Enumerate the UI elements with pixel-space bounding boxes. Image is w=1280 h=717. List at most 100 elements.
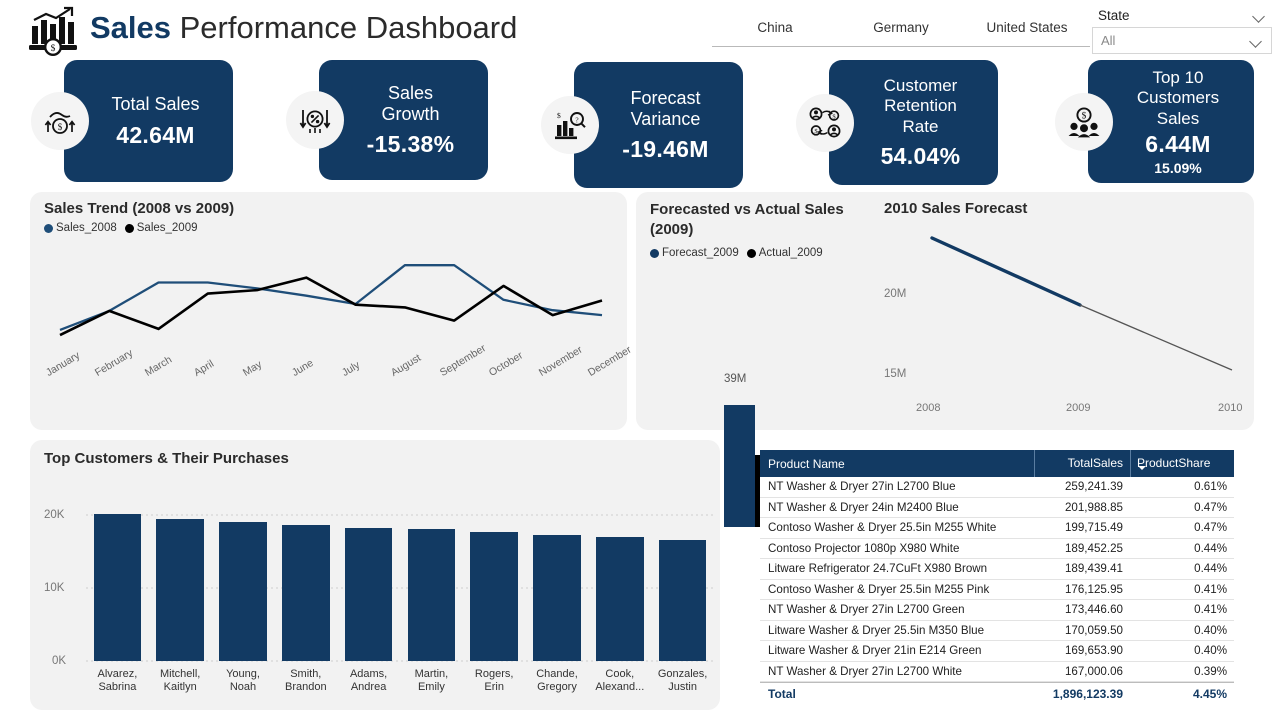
legend-dot-icon bbox=[746, 248, 756, 258]
country-tab-china[interactable]: China bbox=[712, 20, 838, 47]
bar-customer[interactable] bbox=[595, 536, 644, 661]
bar-customer[interactable] bbox=[93, 514, 142, 661]
bar-category-label: Young, Noah bbox=[226, 668, 260, 694]
customers-y-tick-10k: 10K bbox=[44, 582, 65, 594]
legend-item-actual-2009[interactable]: Actual_2009 bbox=[746, 247, 823, 259]
legend-item-sales-2009[interactable]: Sales_2009 bbox=[124, 222, 198, 234]
cell-product-share: 0.41% bbox=[1194, 582, 1227, 596]
bar-customer[interactable] bbox=[344, 527, 393, 661]
sales-trend-plot[interactable] bbox=[30, 244, 627, 359]
cell-total-sales: 199,715.49 bbox=[1064, 521, 1123, 535]
table-row[interactable]: Contoso Washer & Dryer 25.5in M255 Pink 1… bbox=[760, 579, 1234, 600]
column-header-total-sales[interactable]: TotalSales bbox=[1034, 450, 1130, 477]
sales-trend-title: Sales Trend (2008 vs 2009) bbox=[44, 200, 235, 217]
cell-product-share: 0.44% bbox=[1194, 541, 1227, 555]
country-tab-united-states[interactable]: United States bbox=[964, 20, 1090, 47]
legend-label: Forecast_2009 bbox=[662, 247, 739, 259]
kpi-card-total-sales[interactable]: $ Total Sales 42.64M bbox=[31, 60, 233, 182]
bar-category-label: Gonzales, Justin bbox=[657, 668, 708, 694]
forecast-y-tick-15m: 15M bbox=[884, 368, 907, 380]
sales-forecast-2010-plot[interactable] bbox=[636, 192, 1254, 430]
bar-customer[interactable] bbox=[658, 539, 707, 661]
bar-forecast-2009[interactable] bbox=[724, 405, 755, 527]
kpi-card-sales-growth[interactable]: Sales Growth -15.38% bbox=[286, 60, 488, 180]
country-tab-group[interactable]: China Germany United States bbox=[712, 20, 1090, 47]
chevron-down-icon[interactable] bbox=[1253, 12, 1266, 20]
forecast-x-tick-2009: 2009 bbox=[1066, 402, 1091, 414]
kpi-value: -19.46M bbox=[622, 136, 709, 163]
cell-product-name: NT Washer & Dryer 27in L2700 White bbox=[768, 664, 962, 678]
bar-customer[interactable] bbox=[407, 528, 456, 661]
kpi-card-forecast-variance[interactable]: ? $ Forecast Variance -19.46M bbox=[541, 62, 743, 188]
sales-trend-panel: Sales Trend (2008 vs 2009) Sales_2008 Sa… bbox=[30, 192, 634, 430]
cell-product-share: 0.40% bbox=[1194, 623, 1227, 637]
x-axis-label: July bbox=[339, 359, 362, 379]
state-filter-header[interactable]: State bbox=[1092, 6, 1272, 27]
kpi-label: Forecast Variance bbox=[630, 87, 701, 129]
table-row[interactable]: NT Washer & Dryer 24in M2400 Blue 201,988… bbox=[760, 497, 1234, 518]
forecast-y-tick-20m: 20M bbox=[884, 288, 907, 300]
legend-item-sales-2008[interactable]: Sales_2008 bbox=[44, 222, 117, 234]
table-row[interactable]: NT Washer & Dryer 27in L2700 Blue 259,241… bbox=[760, 477, 1234, 498]
bar-category-label: Martin, Emily bbox=[414, 668, 449, 694]
chevron-down-icon[interactable] bbox=[1250, 37, 1263, 45]
legend-item-forecast-2009[interactable]: Forecast_2009 bbox=[650, 247, 739, 259]
state-select-value: All bbox=[1101, 33, 1116, 48]
table-row[interactable]: NT Washer & Dryer 27in L2700 White 167,00… bbox=[760, 661, 1234, 682]
legend-label: Actual_2009 bbox=[758, 247, 823, 259]
cell-product-share: 0.41% bbox=[1194, 603, 1227, 617]
page-title-bold: Sales bbox=[90, 10, 172, 45]
page-title-rest: Performance Dashboard bbox=[171, 10, 518, 45]
cell-product-share: 0.47% bbox=[1194, 521, 1227, 535]
sort-descending-icon bbox=[1138, 466, 1146, 470]
top-customers-plot[interactable]: Alvarez, Sabrina Mitchell, Kaitlyn Young, … bbox=[86, 440, 714, 710]
forecast-bar-label: 39M bbox=[724, 373, 747, 385]
bar-customer[interactable] bbox=[219, 522, 267, 661]
cell-product-name: NT Washer & Dryer 27in L2700 Green bbox=[768, 603, 965, 617]
table-row[interactable]: Litware Washer & Dryer 21in E214 Green 16… bbox=[760, 641, 1234, 662]
bar-category-label: Chande, Gregory bbox=[536, 668, 578, 694]
cell-product-name: Contoso Washer & Dryer 25.5in M255 Pink bbox=[768, 582, 990, 596]
forecast-and-2010-panel: Forecasted vs Actual Sales (2009) Foreca… bbox=[636, 192, 1254, 527]
cell-total-sales: 259,241.39 bbox=[1064, 480, 1123, 494]
kpi-value: 6.44M bbox=[1145, 130, 1211, 157]
bar-customer[interactable] bbox=[281, 524, 330, 661]
bar-customer[interactable] bbox=[156, 519, 204, 661]
bar-category-label: Mitchell, Kaitlyn bbox=[160, 668, 201, 694]
state-select[interactable]: All bbox=[1092, 27, 1272, 54]
table-row[interactable]: Contoso Washer & Dryer 25.5in M255 White… bbox=[760, 518, 1234, 539]
bar-chart-dollar-logo: $ bbox=[26, 6, 82, 58]
table-row[interactable]: Litware Refrigerator 24.7CuFt X980 Brown… bbox=[760, 559, 1234, 580]
x-axis-label: April bbox=[191, 357, 216, 379]
kpi-value: 54.04% bbox=[880, 142, 961, 169]
column-header-product-share[interactable]: ProductShare bbox=[1130, 450, 1234, 477]
legend-label: Sales_2008 bbox=[56, 222, 117, 234]
bar-category-label: Smith, Brandon bbox=[284, 668, 327, 694]
cell-total-sales: 170,059.50 bbox=[1064, 623, 1123, 637]
cell-total-sales: 167,000.06 bbox=[1064, 664, 1123, 678]
table-row[interactable]: Contoso Projector 1080p X980 White 189,45… bbox=[760, 538, 1234, 559]
bar-customer[interactable] bbox=[470, 532, 518, 661]
dashboard-header: $ Sales Performance Dashboard China Germ… bbox=[0, 0, 1280, 62]
bar-category-label: Alvarez, Sabrina bbox=[97, 668, 138, 694]
kpi-card-customer-retention-rate[interactable]: $ $ Customer Retention Rate 54.04% bbox=[796, 60, 998, 185]
country-tab-germany[interactable]: Germany bbox=[838, 20, 964, 47]
cell-product-name: Contoso Projector 1080p X980 White bbox=[768, 541, 960, 555]
state-filter[interactable]: State All bbox=[1092, 6, 1272, 54]
kpi-card-top-10-customers-sales[interactable]: $ Top 10 Customers Sales 6.44M 15.09% bbox=[1055, 60, 1254, 183]
cell-total-sales: 189,452.25 bbox=[1064, 541, 1123, 555]
bar-customer[interactable] bbox=[533, 534, 581, 661]
bar-category-label: Rogers, Erin bbox=[474, 668, 514, 694]
cell-product-share: 0.47% bbox=[1194, 500, 1227, 514]
bar-category-label: Adams, Andrea bbox=[349, 668, 388, 694]
cell-total-sales: 189,439.41 bbox=[1064, 562, 1123, 576]
cell-product-name: Litware Washer & Dryer 25.5in M350 Blue bbox=[768, 623, 985, 637]
table-row[interactable]: NT Washer & Dryer 27in L2700 Green 173,44… bbox=[760, 600, 1234, 621]
column-header-product-name[interactable]: Product Name bbox=[768, 456, 845, 471]
table-row[interactable]: Litware Washer & Dryer 25.5in M350 Blue 1… bbox=[760, 620, 1234, 641]
customers-y-tick-0k: 0K bbox=[52, 655, 67, 667]
x-axis-label: June bbox=[290, 356, 316, 379]
kpi-label: Sales Growth bbox=[381, 82, 440, 124]
product-table[interactable]: Product Name TotalSales ProductShare NT … bbox=[760, 450, 1234, 704]
